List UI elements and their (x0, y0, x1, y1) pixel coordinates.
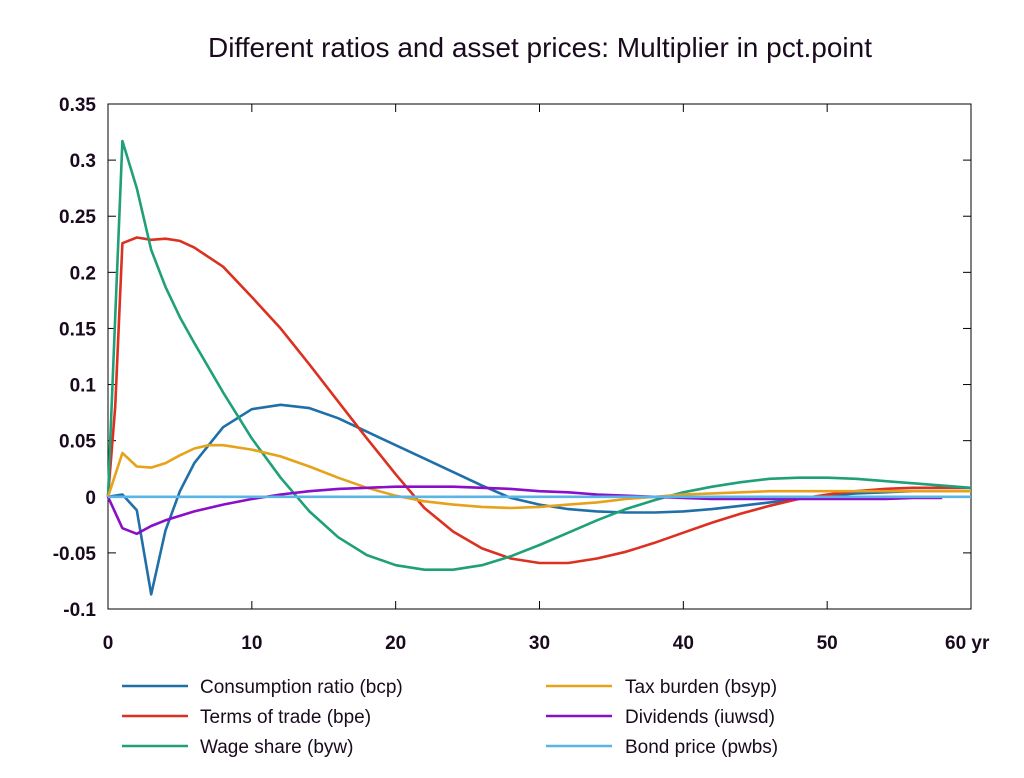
y-tick-label: 0.25 (59, 207, 96, 228)
legend-label: Consumption ratio (bcp) (200, 677, 403, 698)
x-tick-label: 0 (103, 633, 114, 654)
x-tick-label: 20 (385, 633, 406, 654)
y-tick-label: 0.15 (59, 319, 96, 340)
series-line-wage-share (106, 139, 972, 571)
legend-label: Wage share (byw) (200, 737, 353, 758)
x-tick-label: 10 (241, 633, 262, 654)
y-tick-label: 0.2 (70, 263, 96, 284)
y-tick-label: -0.05 (53, 544, 97, 565)
legend-label: Tax burden (bsyp) (625, 677, 777, 698)
legend-item-bond-price: Bond price (pwbs) (546, 737, 778, 758)
legend-item-terms-of-trade: Terms of trade (bpe) (122, 707, 371, 728)
series-line-terms-of-trade (106, 236, 971, 565)
series-line-dividends (106, 485, 943, 536)
legend-item-dividends: Dividends (iuwsd) (546, 707, 775, 728)
legend-label: Terms of trade (bpe) (200, 707, 371, 728)
axis-ticks: -0.1 -0.05 0 0.05 0.1 0.15 0.2 0.25 0.3 0.35 0 10 20… (53, 95, 990, 654)
legend-item-consumption-ratio: Consumption ratio (bcp) (122, 677, 403, 698)
series-line-tax-burden (106, 443, 971, 510)
y-tick-label: 0.05 (59, 432, 96, 453)
legend: Consumption ratio (bcp) Terms of trade (b… (122, 677, 778, 758)
series-lines (106, 139, 972, 596)
y-tick-label: 0 (85, 488, 96, 509)
x-tick-label: 60 yr (945, 633, 990, 654)
plot-area (107, 103, 972, 610)
y-tick-label: 0.1 (70, 376, 97, 397)
y-tick-label: 0.35 (59, 95, 96, 116)
chart-title: Different ratios and asset prices: Multi… (207, 32, 872, 63)
plot-frame (107, 103, 972, 610)
x-tick-label: 40 (673, 633, 694, 654)
x-tick-label: 50 (817, 633, 838, 654)
legend-item-tax-burden: Tax burden (bsyp) (546, 677, 777, 698)
legend-item-wage-share: Wage share (byw) (122, 737, 353, 758)
legend-label: Bond price (pwbs) (625, 737, 778, 758)
x-tick-label: 30 (529, 633, 550, 654)
legend-label: Dividends (iuwsd) (625, 707, 775, 728)
y-tick-label: 0.3 (70, 151, 96, 172)
y-tick-label: -0.1 (63, 600, 96, 621)
